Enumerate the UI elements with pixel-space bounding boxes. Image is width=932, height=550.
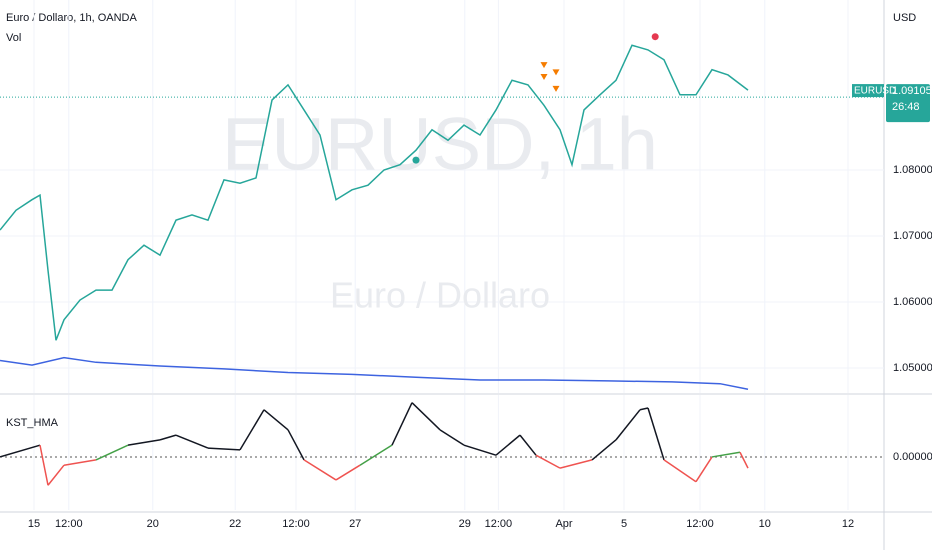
kst-segment bbox=[239, 409, 265, 451]
watermark: EURUSD, 1h bbox=[222, 103, 658, 186]
signal-triangle bbox=[540, 73, 548, 80]
kst-segment bbox=[175, 434, 209, 449]
kst-segment bbox=[263, 409, 289, 431]
signal-triangle bbox=[552, 85, 560, 92]
signal-triangle bbox=[552, 69, 560, 76]
kst-segment bbox=[287, 429, 305, 461]
x-tick-label: 12 bbox=[842, 518, 854, 530]
volume-ma-line bbox=[0, 356, 749, 391]
kst-tick-label: 0.00000 bbox=[893, 451, 932, 463]
kst-segment bbox=[411, 402, 441, 431]
last-price-label: 1.09105 bbox=[892, 85, 932, 97]
y-tick-label: 1.07000 bbox=[893, 230, 932, 242]
x-tick-label: Apr bbox=[555, 518, 572, 530]
kst-segment bbox=[463, 444, 497, 456]
indicator-label: Vol bbox=[6, 32, 21, 44]
kst-segment bbox=[739, 451, 749, 469]
kst-segment bbox=[359, 444, 393, 466]
watermark-sub: Euro / Dollaro bbox=[330, 275, 550, 316]
kst-segment bbox=[559, 459, 593, 469]
kst-segment bbox=[695, 456, 713, 483]
kst-segment bbox=[335, 464, 361, 481]
kst-segment bbox=[615, 409, 641, 441]
kst-segment bbox=[159, 434, 177, 441]
price-line bbox=[0, 44, 749, 341]
y-tick-label: 1.08000 bbox=[893, 164, 932, 176]
kst-segment bbox=[591, 439, 617, 461]
countdown-label: 26:48 bbox=[892, 101, 920, 113]
kst-segment bbox=[439, 429, 465, 446]
kst-segment bbox=[391, 402, 413, 446]
kst-segment bbox=[495, 434, 521, 456]
signal-circle bbox=[651, 33, 659, 41]
x-tick-label: 27 bbox=[349, 518, 361, 530]
kst-segment bbox=[95, 444, 129, 461]
signal-circle bbox=[412, 156, 420, 164]
price-label-box bbox=[886, 84, 930, 123]
x-tick-label: 12:00 bbox=[485, 518, 513, 530]
kst-title: KST_HMA bbox=[6, 417, 59, 429]
kst-segment bbox=[519, 434, 537, 456]
kst-segment bbox=[647, 407, 665, 461]
kst-segment bbox=[0, 444, 41, 458]
x-tick-label: 20 bbox=[147, 518, 159, 530]
x-tick-label: 22 bbox=[229, 518, 241, 530]
x-tick-label: 15 bbox=[28, 518, 40, 530]
kst-segment bbox=[663, 459, 697, 483]
chart-title: Euro / Dollaro, 1h, OANDA bbox=[6, 12, 137, 24]
x-tick-label: 29 bbox=[459, 518, 471, 530]
kst-segment bbox=[711, 451, 741, 458]
x-tick-label: 5 bbox=[621, 518, 627, 530]
kst-segment bbox=[207, 447, 241, 451]
price-label-box bbox=[852, 84, 884, 98]
x-tick-label: 12:00 bbox=[55, 518, 83, 530]
x-tick-label: 12:00 bbox=[282, 518, 310, 530]
kst-segment bbox=[39, 445, 49, 486]
kst-segment bbox=[47, 464, 65, 486]
x-tick-label: 10 bbox=[759, 518, 771, 530]
currency: USD bbox=[893, 12, 916, 24]
y-tick-label: 1.05000 bbox=[893, 362, 932, 374]
signal-triangle bbox=[540, 62, 548, 69]
symbol-label: EURUSD bbox=[854, 86, 896, 97]
kst-segment bbox=[535, 454, 561, 469]
y-tick-label: 1.06000 bbox=[893, 296, 932, 308]
kst-segment bbox=[303, 459, 337, 481]
kst-segment bbox=[63, 459, 97, 466]
x-tick-label: 12:00 bbox=[686, 518, 714, 530]
kst-segment bbox=[639, 407, 649, 411]
kst-segment bbox=[127, 439, 161, 446]
